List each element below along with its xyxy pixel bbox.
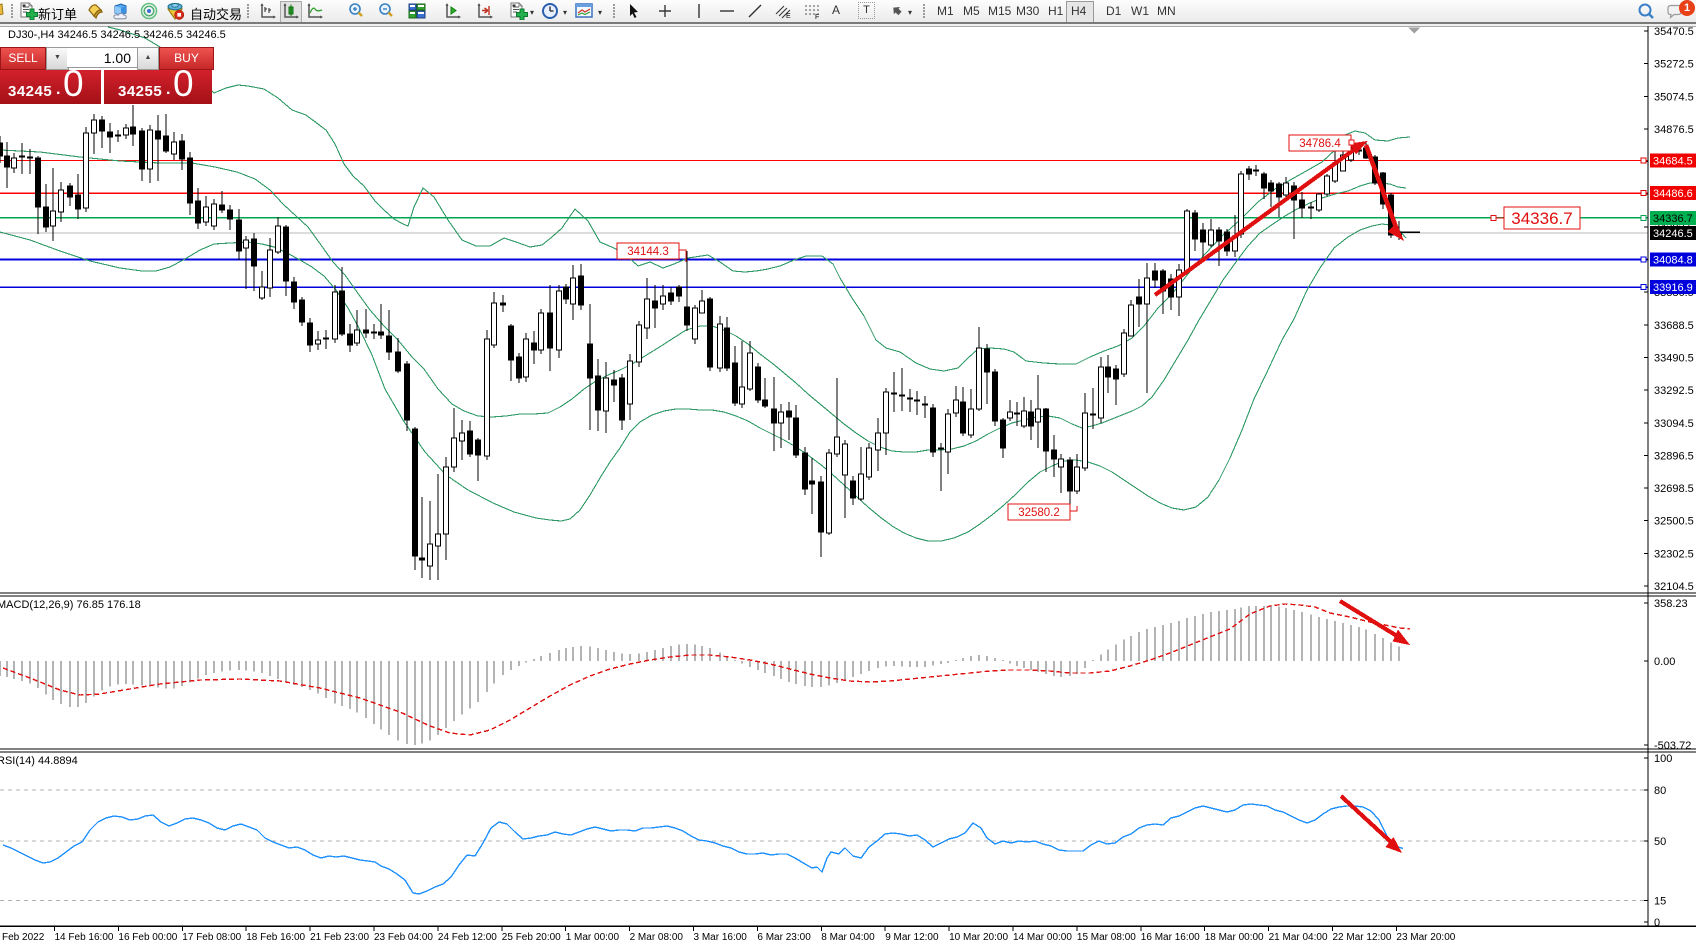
svg-text:Feb 2022: Feb 2022 — [2, 932, 45, 943]
svg-text:RSI(14) 44.8894: RSI(14) 44.8894 — [0, 755, 78, 767]
svg-text:25 Feb 20:00: 25 Feb 20:00 — [502, 932, 561, 943]
svg-text:-503.72: -503.72 — [1654, 740, 1691, 752]
svg-text:34084.8: 34084.8 — [1653, 255, 1693, 267]
svg-text:33292.5: 33292.5 — [1654, 385, 1694, 397]
svg-text:34876.5: 34876.5 — [1654, 124, 1694, 136]
svg-text:16 Feb 00:00: 16 Feb 00:00 — [118, 932, 177, 943]
svg-text:22 Mar 12:00: 22 Mar 12:00 — [1333, 932, 1392, 943]
svg-text:35074.5: 35074.5 — [1654, 91, 1694, 103]
svg-text:E: E — [786, 13, 791, 20]
svg-text:3 Mar 16:00: 3 Mar 16:00 — [694, 932, 748, 943]
svg-text:33688.5: 33688.5 — [1654, 320, 1694, 332]
svg-text:MACD(12,26,9) 76.85 176.18: MACD(12,26,9) 76.85 176.18 — [0, 599, 141, 611]
svg-text:34246.5: 34246.5 — [1653, 228, 1693, 240]
svg-text:34336.7: 34336.7 — [1511, 209, 1572, 228]
svg-text:14 Feb 16:00: 14 Feb 16:00 — [55, 932, 114, 943]
svg-text:18 Feb 16:00: 18 Feb 16:00 — [246, 932, 305, 943]
svg-text:34786.4: 34786.4 — [1299, 138, 1341, 150]
svg-text:15 Mar 08:00: 15 Mar 08:00 — [1077, 932, 1136, 943]
svg-text:23 Mar 20:00: 23 Mar 20:00 — [1396, 932, 1455, 943]
svg-text:33916.9: 33916.9 — [1653, 282, 1693, 294]
svg-text:34336.7: 34336.7 — [1653, 213, 1693, 225]
svg-text:F: F — [815, 14, 819, 20]
svg-text:9 Mar 12:00: 9 Mar 12:00 — [885, 932, 939, 943]
svg-text:32698.5: 32698.5 — [1654, 483, 1694, 495]
svg-text:6 Mar 23:00: 6 Mar 23:00 — [757, 932, 811, 943]
svg-text:21 Mar 04:00: 21 Mar 04:00 — [1269, 932, 1328, 943]
svg-text:32104.5: 32104.5 — [1654, 581, 1694, 593]
svg-text:18 Mar 00:00: 18 Mar 00:00 — [1205, 932, 1264, 943]
svg-text:8 Mar 04:00: 8 Mar 04:00 — [821, 932, 875, 943]
svg-text:80: 80 — [1654, 785, 1666, 797]
svg-text:2 Mar 08:00: 2 Mar 08:00 — [630, 932, 684, 943]
svg-text:32302.5: 32302.5 — [1654, 548, 1694, 560]
svg-text:32580.2: 32580.2 — [1018, 507, 1060, 519]
svg-text:DJ30-,H4 34246.5 34246.5 3424: DJ30-,H4 34246.5 34246.5 34246.5 34246.5 — [8, 29, 226, 41]
svg-text:15: 15 — [1654, 896, 1666, 908]
svg-text:358.23: 358.23 — [1654, 598, 1688, 610]
svg-text:33490.5: 33490.5 — [1654, 353, 1694, 365]
svg-text:35272.5: 35272.5 — [1654, 59, 1694, 71]
svg-text:16 Mar 16:00: 16 Mar 16:00 — [1141, 932, 1200, 943]
svg-text:34486.6: 34486.6 — [1653, 188, 1693, 200]
svg-text:34684.5: 34684.5 — [1653, 156, 1693, 168]
svg-text:32500.5: 32500.5 — [1654, 516, 1694, 528]
svg-text:23 Feb 04:00: 23 Feb 04:00 — [374, 932, 433, 943]
svg-text:100: 100 — [1654, 753, 1672, 765]
svg-text:0: 0 — [1654, 917, 1660, 929]
svg-text:14 Mar 00:00: 14 Mar 00:00 — [1013, 932, 1072, 943]
svg-text:35470.5: 35470.5 — [1654, 26, 1694, 38]
svg-text:0.00: 0.00 — [1654, 656, 1675, 668]
svg-text:32896.5: 32896.5 — [1654, 450, 1694, 462]
svg-text:50: 50 — [1654, 836, 1666, 848]
svg-text:10 Mar 20:00: 10 Mar 20:00 — [949, 932, 1008, 943]
svg-text:24 Feb 12:00: 24 Feb 12:00 — [438, 932, 497, 943]
svg-text:33094.5: 33094.5 — [1654, 418, 1694, 430]
svg-text:34144.3: 34144.3 — [627, 246, 669, 258]
svg-text:1 Mar 00:00: 1 Mar 00:00 — [566, 932, 620, 943]
svg-text:17 Feb 08:00: 17 Feb 08:00 — [182, 932, 241, 943]
svg-text:21 Feb 23:00: 21 Feb 23:00 — [310, 932, 369, 943]
